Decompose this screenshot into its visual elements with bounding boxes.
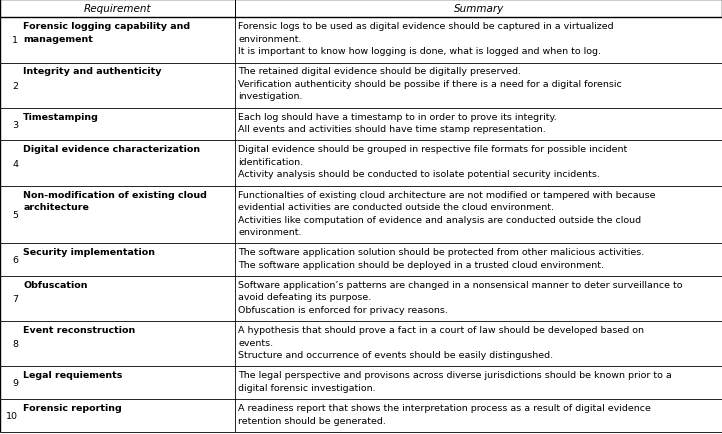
Text: The software application solution should be protected from other malicious activ: The software application solution should… xyxy=(238,248,645,256)
Text: investigation.: investigation. xyxy=(238,92,303,101)
Text: Requirement: Requirement xyxy=(84,4,152,14)
Text: Obfuscation: Obfuscation xyxy=(23,280,87,289)
Text: Timestamping: Timestamping xyxy=(23,112,99,122)
Text: Integrity and authenticity: Integrity and authenticity xyxy=(23,67,162,76)
Text: Functionalties of existing cloud architecture are not modified or tampered with : Functionalties of existing cloud archite… xyxy=(238,190,656,199)
Text: 8: 8 xyxy=(12,340,18,349)
Text: Activity analysis should be conducted to isolate potential security incidents.: Activity analysis should be conducted to… xyxy=(238,170,600,179)
Text: A readiness report that shows the interpretation process as a result of digital : A readiness report that shows the interp… xyxy=(238,403,651,412)
Text: retention should be generated.: retention should be generated. xyxy=(238,416,386,424)
Text: 2: 2 xyxy=(12,82,18,90)
Text: events.: events. xyxy=(238,338,274,347)
Text: Software application’s patterns are changed in a nonsensical manner to deter sur: Software application’s patterns are chan… xyxy=(238,280,683,289)
Text: environment.: environment. xyxy=(238,35,302,44)
Text: Activities like computation of evidence and analysis are conducted outside the c: Activities like computation of evidence … xyxy=(238,215,641,224)
Text: architecture: architecture xyxy=(23,203,89,212)
Text: Event reconstruction: Event reconstruction xyxy=(23,326,136,335)
Text: All events and activities should have time stamp representation.: All events and activities should have ti… xyxy=(238,125,546,134)
Text: identification.: identification. xyxy=(238,158,303,167)
Text: 4: 4 xyxy=(12,159,18,168)
Text: digital forensic investigation.: digital forensic investigation. xyxy=(238,383,376,392)
Text: The retained digital evidence should be digitally preserved.: The retained digital evidence should be … xyxy=(238,67,521,76)
Text: It is important to know how logging is done, what is logged and when to log.: It is important to know how logging is d… xyxy=(238,47,601,56)
Text: A hypothesis that should prove a fact in a court of law should be developed base: A hypothesis that should prove a fact in… xyxy=(238,326,644,335)
Text: Digital evidence characterization: Digital evidence characterization xyxy=(23,145,200,154)
Text: environment.: environment. xyxy=(238,227,302,237)
Text: Digital evidence should be grouped in respective file formats for possible incid: Digital evidence should be grouped in re… xyxy=(238,145,627,154)
Text: Structure and occurrence of events should be easily distingushed.: Structure and occurrence of events shoul… xyxy=(238,350,554,359)
Text: management: management xyxy=(23,35,93,44)
Text: Forensic logs to be used as digital evidence should be captured in a virtualized: Forensic logs to be used as digital evid… xyxy=(238,22,614,31)
Text: Summary: Summary xyxy=(453,4,504,14)
Text: 1: 1 xyxy=(12,36,18,45)
Text: evidential activities are conducted outside the cloud environment.: evidential activities are conducted outs… xyxy=(238,203,554,212)
Text: 7: 7 xyxy=(12,295,18,303)
Text: avoid defeating its purpose.: avoid defeating its purpose. xyxy=(238,293,372,302)
Text: Non-modification of existing cloud: Non-modification of existing cloud xyxy=(23,190,207,199)
Text: Obfuscation is enforced for privacy reasons.: Obfuscation is enforced for privacy reas… xyxy=(238,305,448,314)
Text: 6: 6 xyxy=(12,256,18,265)
Text: Each log should have a timestamp to in order to prove its integrity.: Each log should have a timestamp to in o… xyxy=(238,112,557,122)
Text: The software application should be deployed in a trusted cloud environment.: The software application should be deplo… xyxy=(238,260,604,269)
Text: 3: 3 xyxy=(12,120,18,129)
Text: Security implementation: Security implementation xyxy=(23,248,155,256)
Text: Verification authenticity should be possibe if there is a need for a digital for: Verification authenticity should be poss… xyxy=(238,80,622,89)
Text: Forensic reporting: Forensic reporting xyxy=(23,403,122,412)
Text: 9: 9 xyxy=(12,378,18,388)
Text: The legal perspective and provisons across diverse jurisdictions should be known: The legal perspective and provisons acro… xyxy=(238,371,672,380)
Text: Forensic logging capability and: Forensic logging capability and xyxy=(23,22,191,31)
Text: 5: 5 xyxy=(12,210,18,220)
Text: Legal requiements: Legal requiements xyxy=(23,371,123,380)
Text: 10: 10 xyxy=(6,411,18,420)
